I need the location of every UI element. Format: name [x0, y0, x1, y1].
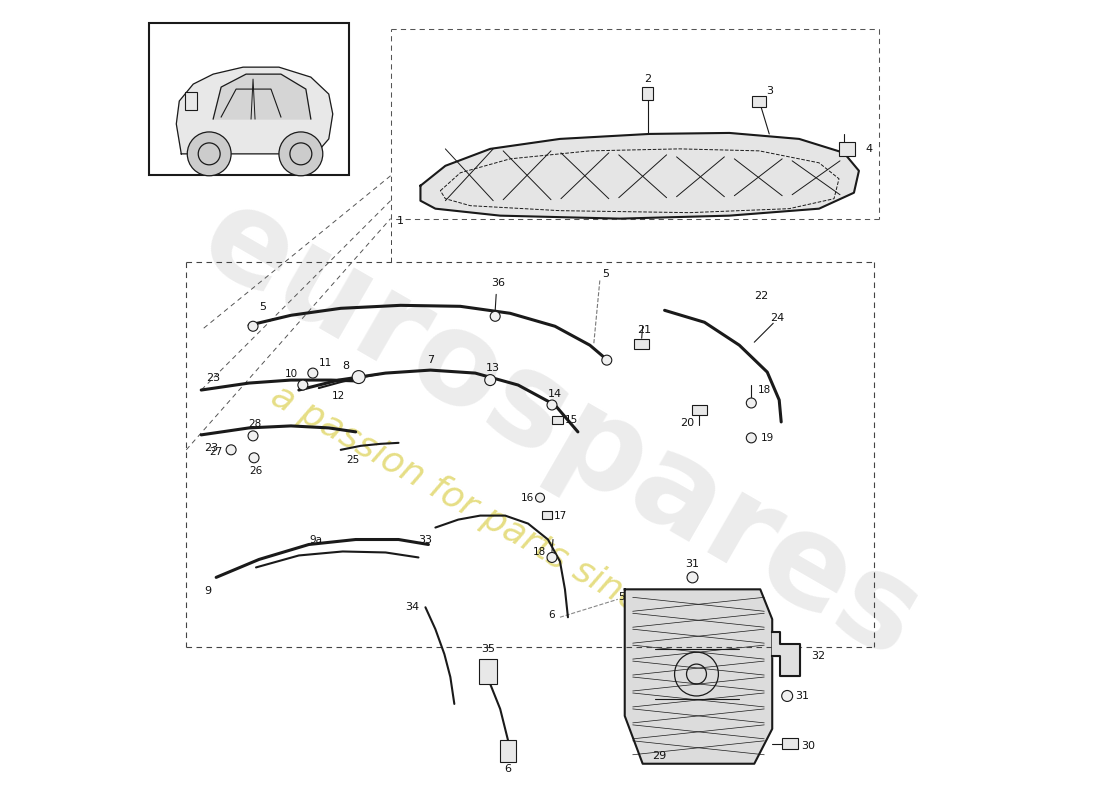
- Circle shape: [746, 398, 757, 408]
- Circle shape: [746, 433, 757, 443]
- Circle shape: [536, 493, 544, 502]
- Text: 16: 16: [520, 493, 534, 502]
- Text: 10: 10: [284, 369, 297, 379]
- Bar: [635, 339, 649, 349]
- Text: 29: 29: [652, 750, 667, 761]
- Text: 24: 24: [770, 314, 784, 323]
- Bar: [500, 740, 516, 762]
- Text: 21: 21: [638, 326, 651, 335]
- Text: 2: 2: [645, 74, 651, 84]
- Bar: [541, 510, 552, 518]
- Text: 31: 31: [795, 691, 810, 701]
- Text: 7: 7: [427, 355, 434, 365]
- Circle shape: [298, 380, 308, 390]
- Text: a passion for parts since 1985: a passion for parts since 1985: [265, 378, 755, 681]
- Circle shape: [227, 445, 236, 455]
- Circle shape: [249, 431, 258, 441]
- Text: 23: 23: [206, 373, 220, 383]
- Polygon shape: [625, 590, 772, 764]
- Bar: [782, 738, 799, 750]
- Text: 27: 27: [209, 447, 223, 457]
- Bar: [552, 416, 563, 424]
- Circle shape: [308, 368, 318, 378]
- Polygon shape: [213, 74, 311, 119]
- Circle shape: [249, 453, 258, 462]
- Polygon shape: [420, 133, 859, 218]
- Circle shape: [602, 355, 612, 365]
- Text: 13: 13: [486, 363, 500, 373]
- Text: 32: 32: [811, 651, 825, 661]
- Text: 18: 18: [758, 385, 771, 395]
- Text: 9: 9: [205, 586, 212, 596]
- Circle shape: [688, 572, 698, 583]
- Polygon shape: [176, 67, 333, 154]
- Bar: [752, 95, 767, 106]
- Text: 35: 35: [481, 644, 495, 654]
- Circle shape: [782, 690, 793, 702]
- Text: 5: 5: [260, 302, 266, 312]
- Circle shape: [352, 370, 365, 383]
- Text: 19: 19: [760, 433, 774, 443]
- Text: 18: 18: [532, 547, 546, 558]
- Text: eurospares: eurospares: [179, 174, 940, 686]
- Text: 14: 14: [548, 389, 562, 399]
- Bar: [642, 86, 653, 99]
- Text: 8: 8: [342, 361, 350, 371]
- Text: 36: 36: [492, 278, 505, 289]
- Text: 15: 15: [565, 415, 579, 425]
- Text: 6: 6: [505, 764, 512, 774]
- Circle shape: [249, 322, 258, 331]
- Text: 6: 6: [549, 610, 556, 620]
- Text: 20: 20: [681, 418, 694, 428]
- Text: 34: 34: [406, 602, 419, 612]
- Text: 28: 28: [249, 419, 262, 429]
- Text: 3: 3: [766, 86, 772, 96]
- Circle shape: [547, 553, 557, 562]
- Polygon shape: [772, 632, 800, 676]
- Text: 22: 22: [755, 291, 769, 302]
- Circle shape: [547, 400, 557, 410]
- Circle shape: [279, 132, 322, 176]
- Text: 26: 26: [250, 466, 263, 476]
- Bar: [839, 142, 855, 156]
- Text: 31: 31: [685, 559, 700, 570]
- Text: 11: 11: [319, 358, 332, 368]
- Text: 5: 5: [603, 270, 609, 279]
- Text: 1: 1: [397, 216, 404, 226]
- Text: 9a: 9a: [309, 534, 322, 545]
- Text: 17: 17: [553, 510, 566, 521]
- Text: 12: 12: [332, 391, 345, 401]
- Text: 25: 25: [346, 454, 360, 465]
- Bar: [480, 658, 497, 683]
- Text: 4: 4: [866, 144, 872, 154]
- Text: 23: 23: [205, 443, 218, 453]
- Text: 33: 33: [418, 534, 432, 545]
- Bar: [185, 92, 197, 110]
- Bar: [150, 23, 349, 174]
- Circle shape: [485, 374, 496, 386]
- Text: 5: 5: [618, 592, 625, 602]
- Circle shape: [187, 132, 231, 176]
- Circle shape: [491, 311, 501, 322]
- Bar: [692, 405, 707, 415]
- Text: 30: 30: [801, 741, 815, 750]
